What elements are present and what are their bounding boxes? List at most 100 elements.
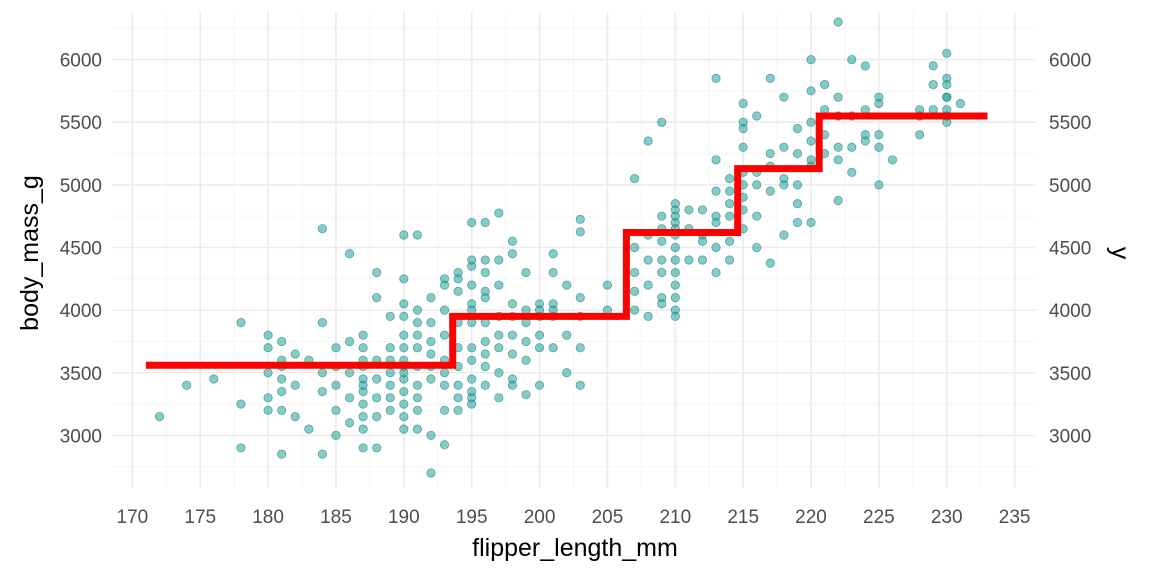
x-tick-label: 200	[524, 507, 556, 528]
data-point	[765, 258, 775, 268]
data-point	[426, 468, 436, 478]
x-tick-label: 195	[456, 507, 488, 528]
data-point	[426, 430, 436, 440]
data-point	[575, 380, 585, 390]
data-point	[467, 343, 477, 353]
data-point	[453, 267, 463, 278]
data-point	[629, 174, 640, 184]
data-point	[670, 280, 680, 290]
x-tick-label: 235	[999, 507, 1031, 528]
data-point	[372, 267, 382, 278]
data-point	[317, 386, 327, 397]
data-point	[453, 393, 463, 403]
data-point	[263, 343, 273, 353]
x-tick-label: 205	[592, 507, 624, 528]
data-point	[657, 236, 667, 246]
data-point	[209, 374, 219, 384]
data-point	[277, 336, 287, 347]
data-point	[724, 186, 735, 196]
data-point	[711, 73, 721, 83]
data-point	[480, 255, 490, 265]
x-tick-label: 175	[184, 507, 216, 528]
data-point	[697, 205, 708, 215]
data-point	[507, 380, 518, 390]
data-point	[507, 299, 518, 309]
data-point	[290, 411, 300, 422]
data-point	[874, 180, 884, 190]
data-point	[833, 155, 843, 165]
data-point	[439, 380, 450, 390]
data-point	[521, 355, 531, 365]
data-point	[399, 399, 409, 409]
data-point	[548, 343, 558, 353]
data-point	[697, 236, 708, 246]
data-point	[955, 98, 965, 109]
data-point	[412, 318, 423, 328]
y-tick-label-left: 3000	[60, 426, 102, 447]
y-tick-label-left: 5000	[60, 176, 102, 197]
data-point	[792, 123, 803, 134]
data-point	[657, 211, 667, 221]
data-point	[752, 242, 762, 253]
data-point	[860, 136, 870, 146]
data-point	[317, 318, 327, 328]
data-point	[752, 211, 762, 221]
data-point	[792, 180, 803, 190]
data-point	[412, 343, 423, 353]
data-point	[494, 208, 504, 218]
data-point	[480, 267, 490, 278]
data-point	[385, 343, 395, 353]
data-point	[670, 242, 680, 253]
data-point	[562, 368, 572, 378]
data-point	[358, 424, 368, 434]
data-point	[779, 180, 789, 190]
x-tick-label: 220	[795, 507, 827, 528]
data-point	[412, 405, 423, 415]
data-point	[711, 242, 721, 253]
data-point	[426, 336, 436, 347]
x-axis-title: flipper_length_mm	[472, 534, 678, 562]
data-point	[453, 380, 463, 390]
data-point	[494, 330, 504, 340]
data-point	[426, 349, 436, 359]
data-point	[684, 205, 694, 215]
data-point	[847, 54, 857, 65]
data-point	[426, 292, 436, 303]
data-point	[874, 130, 884, 140]
data-point	[467, 280, 477, 290]
data-point	[399, 386, 409, 397]
y-tick-label-left: 4000	[60, 301, 102, 322]
data-point	[182, 380, 192, 390]
y-tick-label-right: 3500	[1049, 364, 1091, 385]
data-point	[792, 199, 803, 209]
data-point	[874, 92, 884, 102]
data-point	[344, 418, 355, 428]
y-tick-label-right: 3000	[1049, 426, 1091, 447]
data-point	[358, 380, 368, 390]
data-point	[575, 214, 585, 224]
data-point	[317, 449, 327, 459]
data-point	[494, 343, 504, 353]
y-tick-label-right: 5000	[1049, 176, 1091, 197]
data-point	[358, 330, 368, 340]
data-point	[290, 380, 300, 390]
data-point	[820, 80, 830, 90]
data-point	[887, 155, 898, 165]
y-tick-label-right: 6000	[1049, 51, 1091, 72]
data-point	[426, 318, 436, 328]
data-point	[575, 343, 585, 353]
data-point	[643, 280, 653, 290]
data-point	[399, 424, 409, 434]
data-point	[806, 217, 816, 228]
data-point	[372, 292, 382, 303]
data-point	[657, 299, 667, 309]
data-point	[657, 267, 667, 278]
data-point	[724, 211, 735, 221]
data-point	[480, 286, 490, 296]
data-point	[480, 361, 490, 372]
data-point	[724, 236, 735, 246]
x-tick-label: 190	[388, 507, 420, 528]
step-line	[145, 112, 988, 369]
data-point	[331, 405, 341, 415]
data-point	[304, 424, 314, 434]
